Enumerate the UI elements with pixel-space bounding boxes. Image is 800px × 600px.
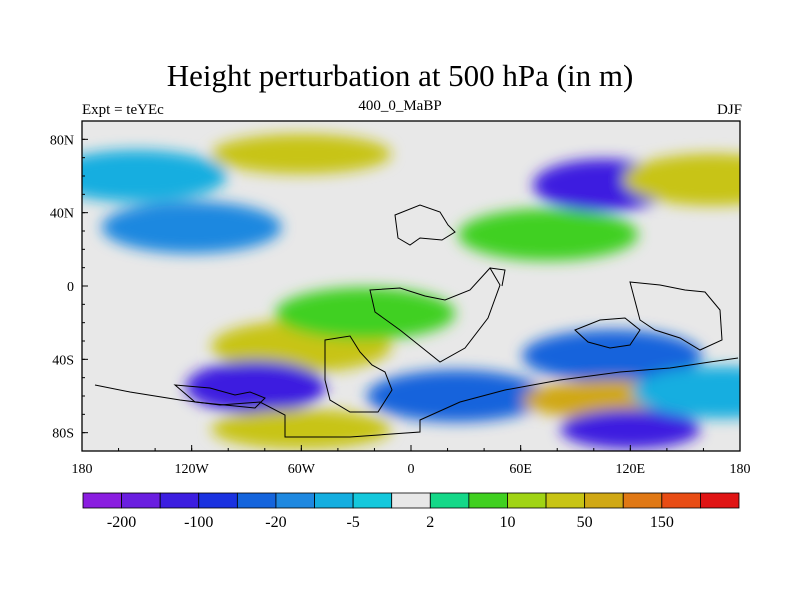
x-tick-label: 180: [72, 462, 93, 477]
y-tick-label: 80N: [50, 133, 74, 148]
season-label: DJF: [716, 102, 742, 118]
colorbar-box: [622, 492, 663, 509]
x-tick-label: 60E: [509, 462, 532, 477]
field-feature: [622, 153, 740, 206]
field-feature: [560, 409, 701, 449]
colorbar-label: -20: [265, 514, 286, 531]
colorbar-box: [275, 492, 315, 509]
colorbar-label: -5: [346, 514, 359, 531]
colorbar-label: 150: [650, 514, 674, 531]
colorbar-box: [507, 492, 547, 509]
field-feature: [101, 201, 282, 254]
experiment-label: Expt = teYEc: [82, 102, 164, 118]
colorbar-box: [468, 492, 508, 509]
y-tick-label: 0: [67, 280, 74, 295]
colorbar-label: 10: [499, 514, 515, 531]
field-feature: [275, 287, 456, 340]
colorbar-labels: -200 -100 -20 -5 2 10 50 150: [107, 514, 674, 531]
x-tick-label: 120W: [175, 462, 210, 477]
y-tick-label: 80S: [52, 427, 74, 442]
y-axis: 80N 40N 0 40S 80S: [50, 120, 88, 452]
field-feature: [366, 370, 547, 422]
field-feature: [631, 366, 740, 419]
colorbar-box: [545, 492, 586, 509]
x-axis: 180 120W 60W 0 60E 120E 180: [72, 445, 751, 477]
colorbar-label: 2: [426, 514, 434, 531]
colorbar-box: [352, 492, 393, 509]
colorbar-box: [121, 492, 161, 509]
colorbar-box: [82, 492, 122, 509]
contour-field: [82, 134, 740, 449]
x-tick-label: 120E: [616, 462, 646, 477]
field-feature: [185, 360, 326, 413]
colorbar-box: [700, 492, 740, 509]
colorbar-label: -200: [107, 514, 136, 531]
colorbar: [82, 492, 740, 509]
x-tick-label: 180: [730, 462, 751, 477]
x-tick-label: 0: [408, 462, 415, 477]
subtitle-label: 400_0_MaBP: [358, 98, 442, 114]
colorbar-box: [391, 492, 431, 509]
coastline: [94, 204, 739, 438]
colorbar-box: [661, 492, 701, 509]
colorbar-box: [236, 492, 277, 509]
x-tick-label: 60W: [288, 462, 316, 477]
field-feature: [211, 134, 392, 174]
colorbar-box: [314, 492, 354, 509]
colorbar-box: [429, 492, 470, 509]
chart-title: Height perturbation at 500 hPa (in m): [166, 58, 634, 93]
colorbar-label: 50: [577, 514, 593, 531]
field-feature: [82, 150, 227, 202]
colorbar-box: [198, 492, 238, 509]
field-feature: [211, 409, 392, 449]
colorbar-box: [584, 492, 624, 509]
colorbar-box: [159, 492, 200, 509]
field-feature: [458, 208, 639, 261]
colorbar-label: -100: [184, 514, 213, 531]
y-tick-label: 40S: [52, 353, 74, 368]
y-tick-label: 40N: [50, 207, 74, 222]
